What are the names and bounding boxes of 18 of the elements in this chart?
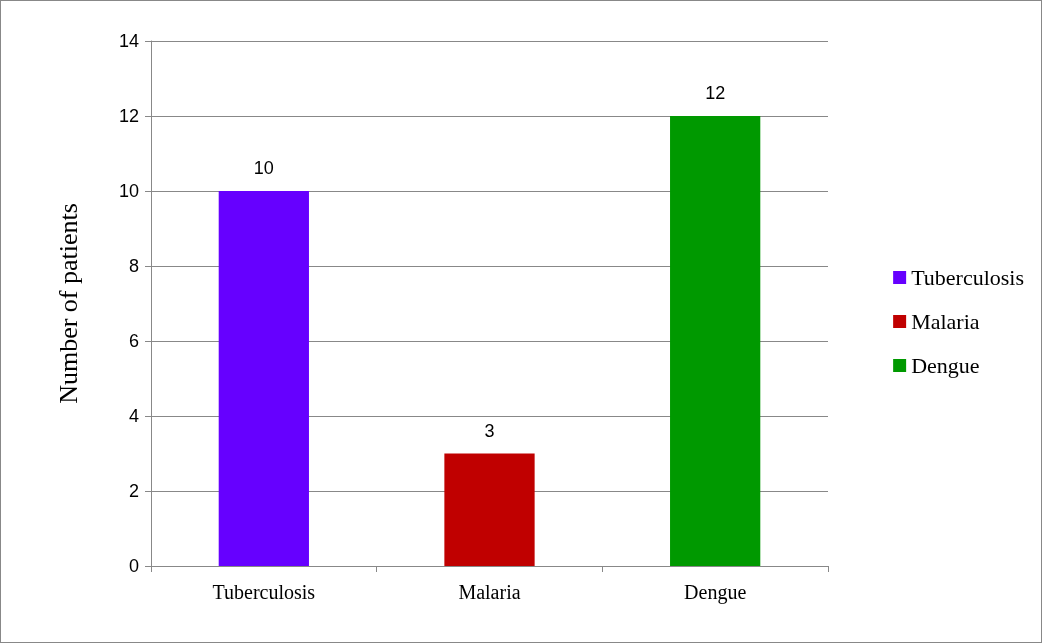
y-tick-label: 0	[128, 556, 139, 576]
y-tick-label: 4	[128, 406, 139, 426]
legend-label: Tuberculosis	[911, 265, 1025, 290]
y-tick-label: 10	[118, 181, 139, 201]
y-axis-title: Number of patients	[53, 203, 83, 404]
x-tick-label: Dengue	[684, 581, 747, 604]
y-tick-label: 12	[118, 106, 139, 126]
x-tick-label: Tuberculosis	[212, 581, 316, 603]
legend-label: Dengue	[911, 353, 980, 378]
y-tick-label: 6	[128, 331, 139, 351]
y-tick-label: 14	[118, 31, 139, 51]
x-tick-label: Malaria	[458, 581, 521, 603]
legend-label: Malaria	[911, 309, 980, 334]
data-label: 3	[484, 420, 495, 441]
data-label: 12	[705, 83, 726, 103]
y-tick-label: 8	[128, 256, 139, 276]
data-label: 10	[253, 158, 274, 178]
y-tick-label: 2	[128, 481, 139, 501]
